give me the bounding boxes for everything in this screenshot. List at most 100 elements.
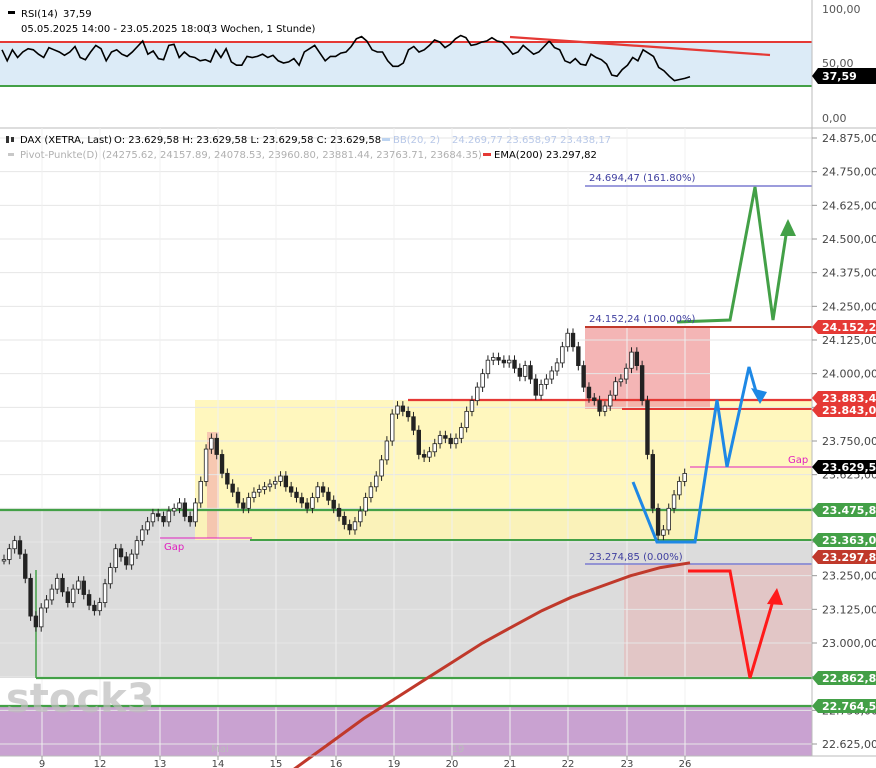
- watermark-logo: stock3: [6, 676, 155, 722]
- candle-body: [586, 386, 592, 399]
- candle-body: [554, 362, 560, 372]
- candle-body: [522, 365, 528, 377]
- price-label-text: 22.862,86: [822, 672, 876, 685]
- blue-arrowhead: [751, 388, 767, 404]
- fib-161-label: 24.694,47 (161.80%): [589, 173, 695, 184]
- candle-body: [145, 521, 150, 531]
- rsi-panel: 100,00 50,00 0,00 37,59 RSI(14) 37,59 05…: [0, 0, 876, 129]
- ema-value: 23.297,82: [546, 150, 597, 161]
- gap-fill-left: [207, 432, 219, 538]
- price-tick-label: 22.625,00: [822, 738, 876, 751]
- candle-legend-icon: [6, 136, 9, 143]
- candle-body: [124, 556, 129, 566]
- candle-body: [86, 594, 92, 606]
- candle-body: [118, 548, 124, 558]
- price-tick-label: 24.375,00: [822, 267, 876, 280]
- pivot-name: Pivot-Punkte(D): [20, 150, 98, 161]
- price-label-badge: [812, 460, 876, 474]
- price-tick-label: 23.125,00: [822, 603, 876, 616]
- price-tick-label: 23.750,00: [822, 435, 876, 448]
- candle-body: [310, 497, 315, 509]
- candle-body: [639, 365, 645, 402]
- candle-body: [299, 497, 304, 504]
- candle-body: [49, 588, 55, 601]
- candle-body: [257, 489, 262, 493]
- candle-body: [193, 502, 198, 523]
- candle-body: [368, 486, 374, 498]
- time-tick-label: 26: [679, 759, 692, 768]
- ema-name: EMA(200): [494, 150, 543, 161]
- purple-zone: [0, 706, 812, 756]
- candle-body: [54, 577, 60, 590]
- candle-body: [171, 507, 177, 512]
- price-label-badge: [812, 533, 876, 547]
- candle-body: [411, 416, 416, 431]
- rsi-value-text: 37,59: [822, 70, 857, 83]
- ema-200-line: [293, 561, 691, 768]
- candle-body: [432, 443, 437, 453]
- candle-body: [156, 513, 161, 517]
- rsi-tick-100: 100,00: [822, 3, 861, 16]
- price-label-badge: [812, 550, 876, 564]
- candle-body: [645, 400, 650, 455]
- time-tick-label: 23: [621, 759, 634, 768]
- rsi-interval: (3 Wochen, 1 Stunde): [207, 24, 316, 35]
- time-tick-label: 12: [94, 759, 107, 768]
- price-label-text: 23.629,58: [822, 461, 876, 474]
- candle-body: [618, 378, 624, 383]
- candle-body: [491, 357, 496, 361]
- candle-body: [81, 580, 86, 595]
- green-arrowhead: [780, 219, 796, 236]
- time-tick-label: 15: [270, 759, 283, 768]
- pivot-legend-icon: [8, 153, 14, 156]
- symbol-name: DAX (XETRA, Last): [20, 135, 112, 146]
- candle-body: [347, 524, 352, 531]
- rsi-legend-value: 37,59: [63, 9, 92, 20]
- candle-body: [613, 381, 618, 396]
- candle-body: [363, 497, 368, 512]
- candle-body: [44, 599, 49, 609]
- price-label-text: 23.843,07: [822, 404, 876, 417]
- price-label-text: 23.297,82: [822, 551, 876, 564]
- candle-body: [661, 529, 666, 536]
- candle-body: [528, 365, 533, 380]
- price-legend: DAX (XETRA, Last) O: 23.629,58 H: 23.629…: [6, 135, 611, 161]
- candle-body: [581, 365, 586, 388]
- price-grid: [0, 128, 812, 756]
- candle-body: [102, 583, 108, 603]
- rsi-tick-50: 50,00: [822, 57, 854, 70]
- candle-body: [129, 553, 134, 566]
- candle-body: [331, 499, 336, 509]
- candle-body: [379, 459, 384, 477]
- candle-body: [70, 588, 76, 604]
- candle-body: [283, 475, 289, 488]
- price-label-badge: [812, 391, 876, 405]
- candle-body: [336, 507, 342, 517]
- projection-arrows: [631, 186, 796, 679]
- candle-body: [623, 367, 629, 380]
- candle-body: [427, 451, 432, 458]
- ema-legend-icon: [483, 153, 491, 156]
- rsi-trend-line: [509, 35, 771, 57]
- candle-body: [7, 548, 12, 560]
- candle-body: [453, 437, 459, 445]
- price-label-text: 23.363,06: [822, 534, 876, 547]
- price-label-badge: [812, 320, 876, 334]
- time-tick-label: 21: [504, 759, 517, 768]
- candle-body: [342, 516, 347, 525]
- zones: [0, 327, 812, 756]
- red-arrowhead: [767, 588, 783, 605]
- candle-body: [214, 437, 219, 455]
- candle-body: [33, 615, 39, 628]
- rsi-legend-icon: [8, 11, 15, 14]
- candle-body: [560, 346, 565, 364]
- candle-body: [602, 405, 608, 412]
- candle-body: [241, 502, 246, 509]
- pink-zone-top: [585, 327, 710, 409]
- candle-body: [506, 359, 512, 364]
- ohlc-values: O: 23.629,58 H: 23.629,58 L: 23.629,58 C…: [114, 135, 381, 146]
- candle-body: [608, 394, 613, 407]
- candle-body: [565, 332, 570, 348]
- rsi-series-line: [1, 34, 691, 82]
- rsi-period: 05.05.2025 14:00 - 23.05.2025 18:00: [21, 24, 209, 35]
